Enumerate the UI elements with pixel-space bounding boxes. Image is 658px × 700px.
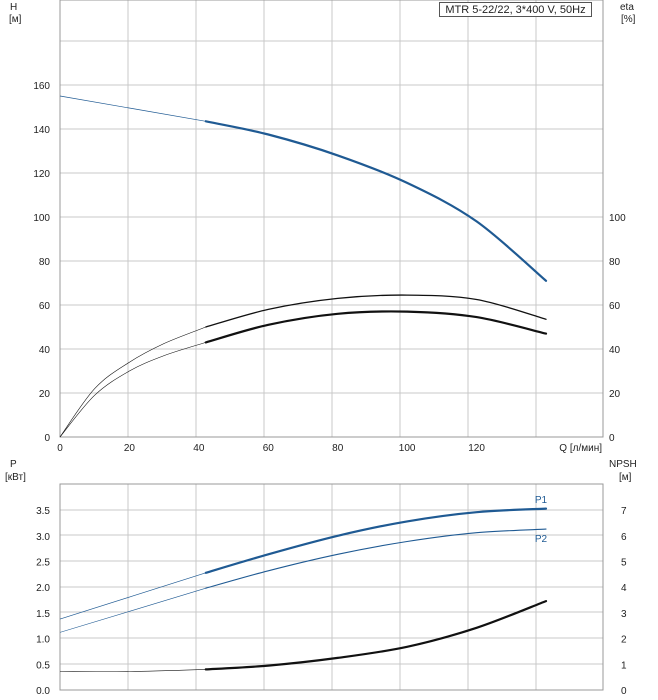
y-tick-label-h: 100 — [33, 213, 50, 224]
y-tick-label-p: 0.0 — [36, 686, 50, 697]
bottom-plot-grid — [59, 483, 604, 691]
y-tick-label-eta: 100 — [609, 213, 626, 224]
y-axis-unit-h: [м] — [9, 14, 22, 25]
y-tick-label-h: 80 — [39, 257, 51, 268]
head-curve-extension — [59, 95, 206, 122]
x-tick-label: 100 — [399, 443, 416, 454]
npsh-curve — [204, 600, 548, 671]
x-tick-label: 20 — [124, 443, 136, 454]
y-tick-label-eta: 60 — [609, 301, 621, 312]
y-tick-label-eta: 40 — [609, 345, 621, 356]
efficiency-curve-lower-extension — [59, 342, 206, 438]
y-tick-label-p: 3.5 — [36, 506, 50, 517]
power-p1-curve — [204, 507, 548, 574]
plot-frame — [59, 0, 604, 438]
x-tick-label: 60 — [263, 443, 275, 454]
power-p2-curve — [205, 528, 547, 589]
y-axis-label-p: P — [10, 459, 17, 470]
y-tick-label-p: 0.5 — [36, 660, 50, 671]
x-axis-label: Q [л/мин] — [559, 443, 602, 454]
y-tick-label-npsh: 5 — [621, 558, 627, 569]
y-axis-unit-p: [кВт] — [5, 472, 26, 483]
y-tick-label-npsh: 3 — [621, 609, 627, 620]
head-curve — [204, 120, 548, 282]
efficiency-curve-upper-extension — [59, 326, 206, 438]
power-p2-curve-extension — [59, 587, 206, 633]
x-tick-label: 120 — [468, 443, 485, 454]
y-tick-label-npsh: 4 — [621, 583, 627, 594]
y-tick-label-h: 140 — [33, 125, 50, 136]
x-tick-label: 80 — [332, 443, 344, 454]
y-tick-label-eta: 0 — [609, 433, 615, 444]
x-tick-label: 0 — [57, 443, 63, 454]
y-tick-label-npsh: 2 — [621, 635, 627, 646]
y-tick-label-p: 1.0 — [36, 635, 50, 646]
power-p1-curve-extension — [59, 572, 206, 620]
y-tick-label-eta: 20 — [609, 389, 621, 400]
efficiency-curve-lower — [204, 310, 548, 344]
y-tick-label-p: 1.5 — [36, 609, 50, 620]
series-label-p1: P1 — [535, 495, 548, 506]
efficiency-curve-upper — [205, 294, 547, 328]
y-tick-label-h: 160 — [33, 81, 50, 92]
y-tick-label-npsh: 1 — [621, 660, 627, 671]
y-axis-unit-npsh: [м] — [619, 472, 632, 483]
y-tick-label-p: 3.0 — [36, 532, 50, 543]
y-tick-label-h: 120 — [33, 169, 50, 180]
y-tick-label-h: 0 — [44, 433, 50, 444]
plot-frame — [59, 483, 604, 691]
npsh-curve-extension — [59, 669, 206, 672]
y-tick-label-p: 2.0 — [36, 583, 50, 594]
y-tick-label-eta: 80 — [609, 257, 621, 268]
y-tick-label-p: 2.5 — [36, 558, 50, 569]
y-tick-label-h: 60 — [39, 301, 51, 312]
y-tick-label-npsh: 7 — [621, 506, 627, 517]
y-tick-label-h: 40 — [39, 345, 51, 356]
y-tick-label-h: 20 — [39, 389, 51, 400]
y-tick-label-npsh: 0 — [621, 686, 627, 697]
x-tick-label: 40 — [193, 443, 205, 454]
chart-legend: MTR 5-22/22, 3*400 V, 50Hz — [439, 2, 592, 17]
top-plot-grid — [59, 0, 604, 438]
y-axis-label-eta: eta — [620, 2, 634, 13]
series-label-p2: P2 — [535, 534, 548, 545]
y-axis-label-h: H — [10, 2, 17, 13]
y-axis-label-npsh: NPSH — [609, 459, 637, 470]
y-axis-unit-eta: [%] — [621, 14, 636, 25]
y-tick-label-npsh: 6 — [621, 532, 627, 543]
